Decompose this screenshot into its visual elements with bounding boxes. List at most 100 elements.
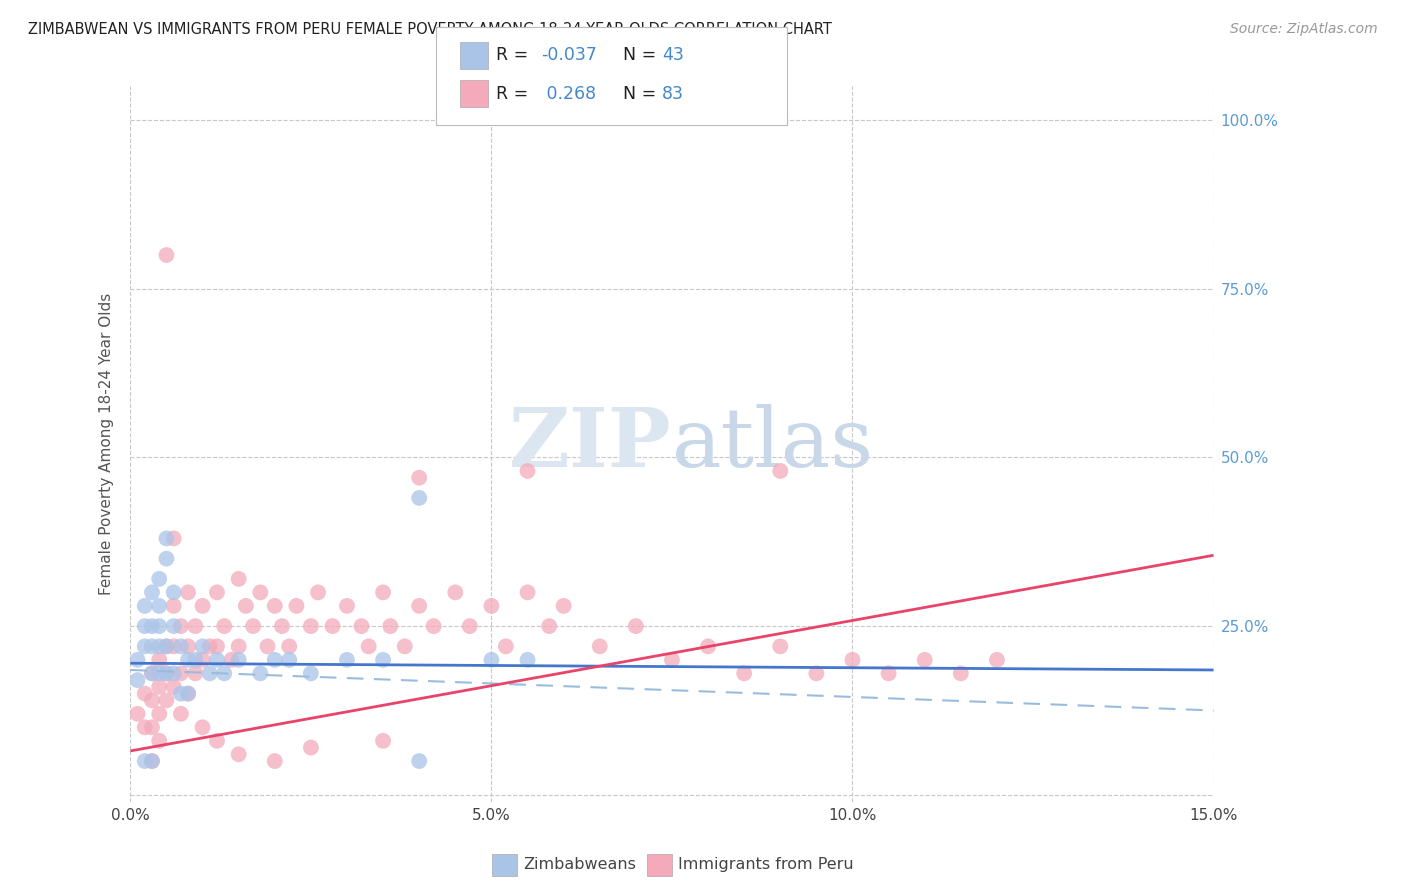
Point <box>170 619 193 633</box>
Point <box>408 599 430 613</box>
Point <box>170 706 193 721</box>
Text: atlas: atlas <box>672 404 875 484</box>
Point <box>553 599 575 613</box>
Point <box>177 640 200 654</box>
Point <box>163 532 186 546</box>
Point <box>177 585 200 599</box>
Point <box>285 599 308 613</box>
Point <box>408 471 430 485</box>
Point <box>141 693 163 707</box>
Text: 0.268: 0.268 <box>541 85 596 103</box>
Point <box>242 619 264 633</box>
Point <box>205 734 228 748</box>
Point <box>155 666 177 681</box>
Point <box>263 599 285 613</box>
Point <box>191 653 214 667</box>
Point <box>769 640 792 654</box>
Point <box>322 619 344 633</box>
Point <box>191 599 214 613</box>
Point <box>163 666 186 681</box>
Point <box>163 680 186 694</box>
Point <box>155 640 177 654</box>
Point <box>155 693 177 707</box>
Point <box>249 585 271 599</box>
Point <box>141 720 163 734</box>
Point <box>949 666 972 681</box>
Point <box>141 666 163 681</box>
Point <box>371 653 394 667</box>
Point <box>458 619 481 633</box>
Point <box>148 653 170 667</box>
Point <box>733 666 755 681</box>
Text: N =: N = <box>623 85 657 103</box>
Point <box>148 619 170 633</box>
Point <box>516 585 538 599</box>
Point <box>769 464 792 478</box>
Point <box>184 619 207 633</box>
Point <box>155 248 177 262</box>
Point <box>235 599 257 613</box>
Point <box>371 585 394 599</box>
Text: ZIP: ZIP <box>509 404 672 484</box>
Point <box>148 666 170 681</box>
Point <box>212 619 235 633</box>
Text: R =: R = <box>496 85 529 103</box>
Text: Zimbabweans: Zimbabweans <box>523 857 636 871</box>
Y-axis label: Female Poverty Among 18-24 Year Olds: Female Poverty Among 18-24 Year Olds <box>100 293 114 595</box>
Point <box>141 666 163 681</box>
Text: R =: R = <box>496 46 529 64</box>
Point <box>163 640 186 654</box>
Point <box>205 640 228 654</box>
Point <box>806 666 828 681</box>
Point <box>697 640 720 654</box>
Point <box>177 687 200 701</box>
Point <box>191 640 214 654</box>
Point <box>155 551 177 566</box>
Point <box>148 572 170 586</box>
Point <box>170 687 193 701</box>
Point <box>127 673 149 687</box>
Point <box>163 599 186 613</box>
Point <box>127 653 149 667</box>
Point <box>841 653 863 667</box>
Point <box>256 640 278 654</box>
Point <box>516 464 538 478</box>
Point <box>336 653 359 667</box>
Point <box>177 653 200 667</box>
Point <box>538 619 561 633</box>
Point <box>394 640 416 654</box>
Point <box>134 687 156 701</box>
Text: Source: ZipAtlas.com: Source: ZipAtlas.com <box>1230 22 1378 37</box>
Point <box>205 585 228 599</box>
Point <box>141 754 163 768</box>
Point <box>263 653 285 667</box>
Point <box>624 619 647 633</box>
Point <box>148 680 170 694</box>
Point <box>481 653 503 667</box>
Point <box>228 653 250 667</box>
Point <box>163 619 186 633</box>
Point <box>444 585 467 599</box>
Point <box>278 653 301 667</box>
Point <box>278 640 301 654</box>
Point <box>336 599 359 613</box>
Point <box>661 653 683 667</box>
Point <box>986 653 1008 667</box>
Point <box>127 706 149 721</box>
Point <box>516 653 538 667</box>
Point <box>380 619 402 633</box>
Point <box>141 754 163 768</box>
Point <box>177 687 200 701</box>
Point <box>148 640 170 654</box>
Text: ZIMBABWEAN VS IMMIGRANTS FROM PERU FEMALE POVERTY AMONG 18-24 YEAR OLDS CORRELAT: ZIMBABWEAN VS IMMIGRANTS FROM PERU FEMAL… <box>28 22 832 37</box>
Point <box>422 619 444 633</box>
Point <box>134 720 156 734</box>
Text: Immigrants from Peru: Immigrants from Peru <box>678 857 853 871</box>
Point <box>205 653 228 667</box>
Text: -0.037: -0.037 <box>541 46 598 64</box>
Point <box>155 640 177 654</box>
Point <box>198 666 221 681</box>
Point <box>371 734 394 748</box>
Point <box>184 653 207 667</box>
Point <box>170 666 193 681</box>
